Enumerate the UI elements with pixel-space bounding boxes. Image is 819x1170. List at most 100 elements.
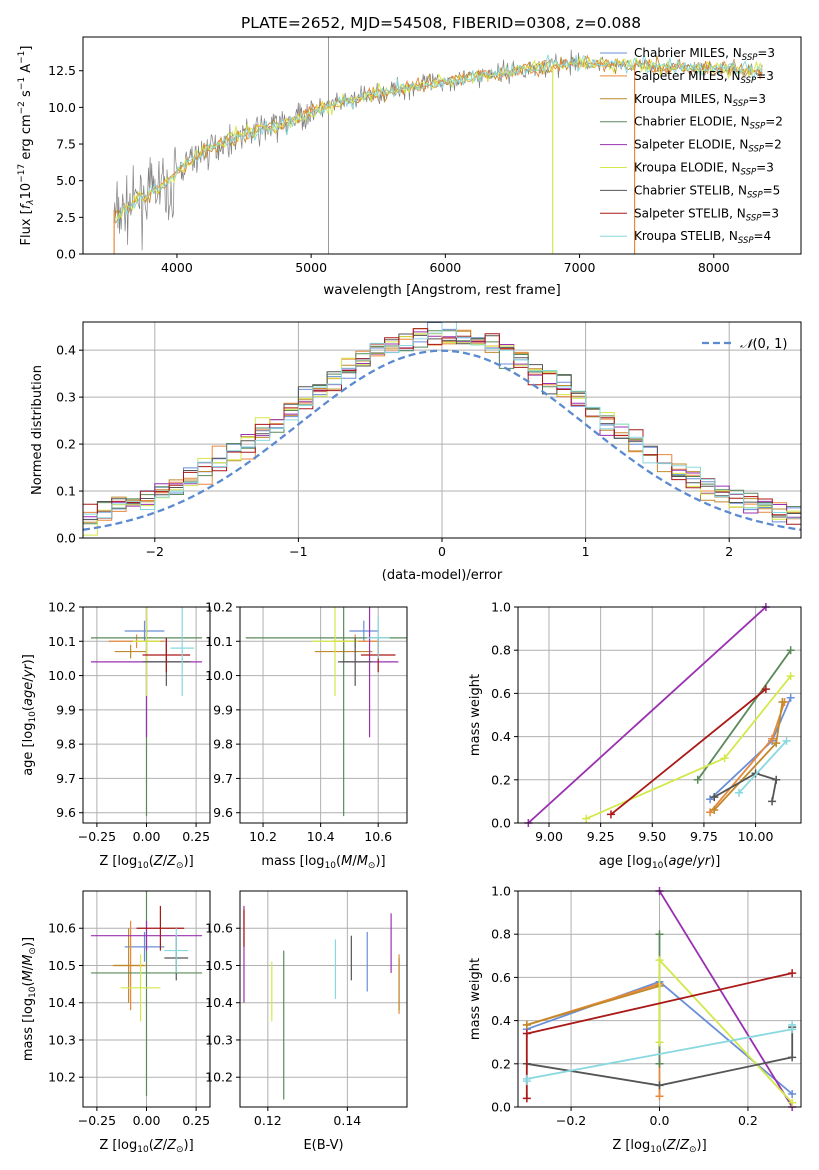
age_vs_mass-axes [236,606,407,827]
axes-border [82,36,802,255]
weight-line [526,1027,794,1087]
axes-border [82,890,211,1108]
y-axis-label: mass weight [468,958,483,1040]
tick-label-y: 10.0 [48,668,76,683]
tick-label-y: 10.1 [48,634,76,649]
tick-label-x: 10.6 [364,829,392,844]
weight-marker [761,685,770,694]
tick-label-y: 9.7 [213,771,233,786]
legend-label: Chabrier ELODIE, NSSP=2 [634,115,783,132]
tick-label-y: 9.6 [213,805,233,820]
tick-label-y: 0.8 [491,643,511,658]
tick-label-y: 9.6 [56,805,76,820]
tick-label-y: 10.2 [48,600,76,615]
tick-label-x: 0.14 [333,1113,361,1128]
tick-label-y: 0.1 [56,484,76,499]
residuals-axes [79,322,801,542]
x-axis-label: Z [log10(Z/Z⊙)] [612,1138,706,1155]
tick-label-x: 0.25 [182,829,210,844]
tick-label-y: 0.8 [491,927,511,942]
tick-label-x: 0.25 [182,1113,210,1128]
weight-marker [788,1090,797,1099]
tick-label-y: 10.3 [48,1032,76,1047]
tick-label-y: 0.0 [56,531,76,546]
weight-marker [522,1074,531,1083]
tick-label-x: 6000 [429,260,461,275]
mass_vs_ebv-axes [236,891,407,1111]
weight-marker [655,1059,664,1068]
weight-line [696,649,792,781]
tick-label-y: 0.4 [491,729,511,744]
weight-marker [786,672,795,681]
tick-label-y: 10.2 [48,1070,76,1085]
tick-label-y: 10.6 [48,921,76,936]
legend-label: Kroupa STELIB, NSSP=4 [634,229,771,246]
tick-label-x: 2 [725,544,733,559]
y-axis-label: Flux [fλ10−17 erg cm−2 s−1 A−1] [17,46,36,246]
model-spectrum-line [113,55,763,224]
tick-label-y: 0.0 [56,247,76,262]
weight-marker [655,1092,664,1101]
tick-label-y: 0.4 [491,1013,511,1028]
tick-label-y: 9.9 [56,702,76,717]
weight-marker [772,739,781,748]
tick-label-x: −0.25 [78,1113,116,1128]
tick-label-y: 9.7 [56,771,76,786]
tick-label-x: 9.25 [587,829,615,844]
tick-label-x: −1 [289,544,307,559]
tick-label-y: 9.8 [213,737,233,752]
x-axis-label: mass [log10(M/M⊙)] [261,854,385,871]
y-axis-label: age [log10(age/yr)] [21,654,38,776]
tick-label-y: 10.4 [205,995,233,1010]
tick-label-x: 0.00 [133,829,161,844]
weight-line [658,891,793,1107]
tick-label-x: 10.00 [738,829,774,844]
axes-border [82,606,211,824]
y-axis-label: Normed distribution [30,365,45,495]
weight-marker [735,788,744,797]
weight-line [527,607,767,823]
tick-label-x: 10.2 [249,829,277,844]
tick-label-y: 0.6 [491,970,511,985]
legend-label: Salpeter STELIB, NSSP=3 [634,206,779,223]
weight-marker [710,806,719,815]
tick-label-y: 0.4 [56,343,76,358]
tick-label-y: 10.4 [48,995,76,1010]
weight-marker [606,810,615,819]
x-axis-label: Z [log10(Z/Z⊙)] [99,1138,193,1155]
weight-marker [693,775,702,784]
weight-marker [655,930,664,939]
axes-border [517,606,802,824]
axes-border [239,890,408,1108]
legend-label: Chabrier STELIB, NSSP=5 [634,183,780,200]
tick-label-x: 7000 [564,260,596,275]
tick-label-y: 7.5 [56,137,76,152]
weight-marker [772,775,781,784]
x-axis-label: age [log10(age/yr)] [599,854,721,871]
spectrum-axes [79,70,715,258]
axes-border [239,606,408,824]
weight-line [610,688,767,816]
weight-line [738,740,788,794]
tick-label-y: 9.8 [56,737,76,752]
tick-label-x: 0.2 [738,1113,758,1128]
axes-border [82,321,802,539]
tick-label-y: 0.2 [56,437,76,452]
axes-border [517,890,802,1108]
tick-label-x: 0.00 [133,1113,161,1128]
legend-label: 𝒩(0, 1) [740,337,787,352]
tick-label-y: 10.1 [205,634,233,649]
weight-marker [706,808,715,817]
tick-label-y: 10.3 [205,1032,233,1047]
tick-label-x: 1 [582,544,590,559]
tick-label-x: 0.0 [650,1113,670,1128]
x-axis-label: (data-model)/error [382,568,503,583]
tick-label-y: 10.0 [48,100,76,115]
tick-label-y: 10.2 [205,1070,233,1085]
weight-marker [786,646,795,655]
weight-marker [788,1053,797,1062]
legend-label: Chabrier MILES, NSSP=3 [634,46,775,63]
weight-line [526,982,661,1097]
weight-line [526,985,660,1026]
